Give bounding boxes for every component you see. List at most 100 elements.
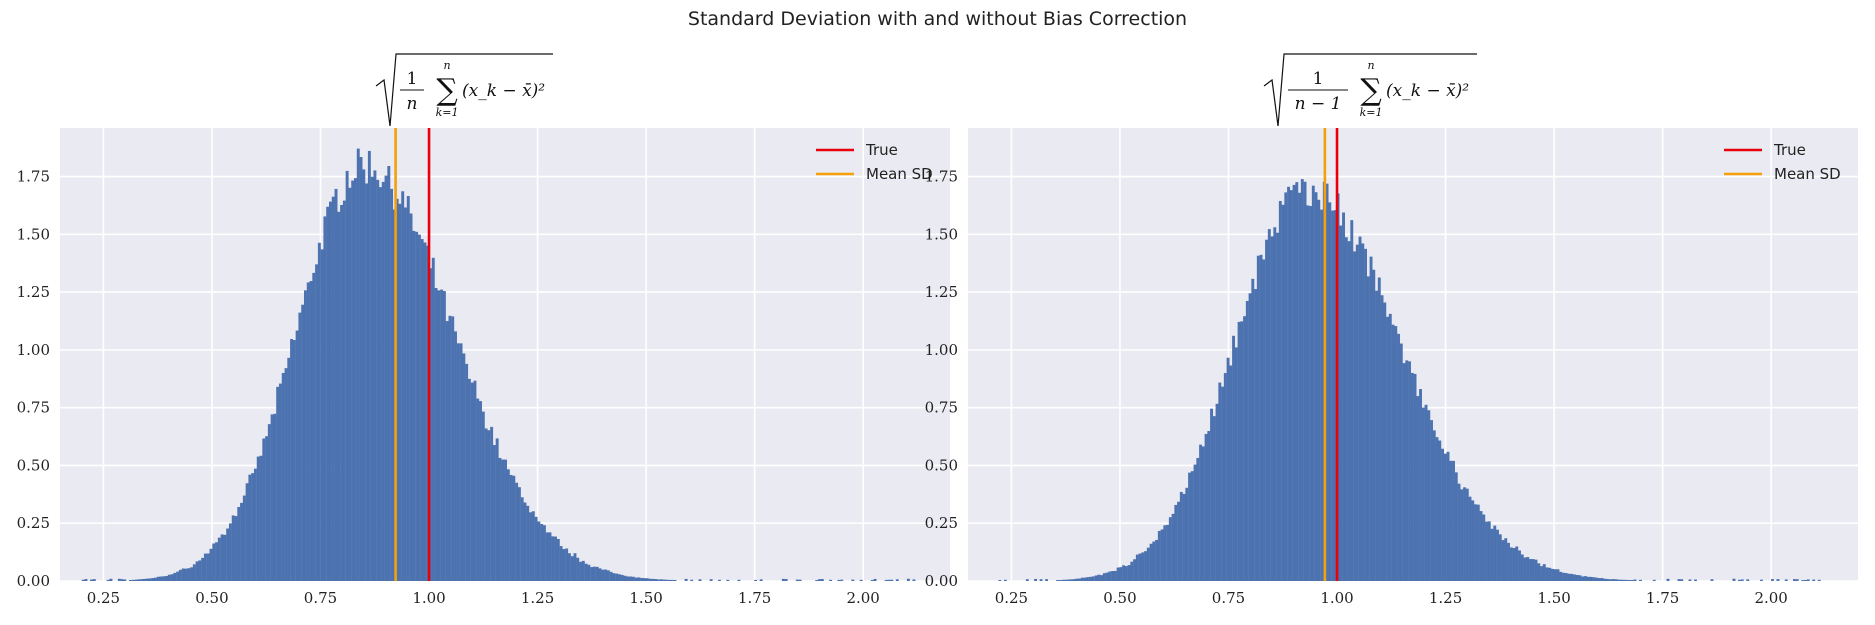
histogram-bar bbox=[1366, 276, 1370, 581]
histogram-bar bbox=[567, 553, 571, 581]
histogram-bar bbox=[698, 579, 702, 581]
x-tick-label: 1.50 bbox=[1537, 589, 1570, 607]
histogram-bar bbox=[1094, 575, 1098, 581]
histogram-bar bbox=[203, 553, 207, 581]
histogram-bar bbox=[1358, 236, 1362, 582]
y-tick-label: 0.50 bbox=[925, 456, 958, 474]
histogram-bar bbox=[1045, 579, 1049, 581]
histogram-bar bbox=[1545, 567, 1549, 581]
histogram-bar bbox=[306, 282, 310, 581]
histogram-bar bbox=[1133, 559, 1137, 581]
histogram-bar bbox=[298, 312, 302, 581]
histogram-bar bbox=[1314, 192, 1318, 582]
histogram-bar bbox=[1179, 491, 1183, 581]
histogram-bar bbox=[1311, 185, 1315, 581]
y-tick-label: 0.25 bbox=[17, 514, 50, 532]
histogram-bar bbox=[1237, 321, 1241, 581]
histogram-bar bbox=[690, 579, 694, 581]
sum-symbol: ∑ bbox=[1360, 73, 1382, 108]
histogram-bar bbox=[606, 570, 610, 581]
histogram-bar bbox=[562, 549, 566, 581]
sum-lower-limit: k=1 bbox=[436, 106, 459, 119]
histogram-bar bbox=[1124, 566, 1128, 581]
y-tick-label: 0.50 bbox=[17, 456, 50, 474]
histogram-bar bbox=[1573, 574, 1576, 581]
x-tick-label: 1.75 bbox=[738, 589, 771, 607]
histogram-bar bbox=[998, 580, 1002, 581]
histogram-bar bbox=[795, 579, 799, 581]
histogram-bar bbox=[1218, 382, 1222, 581]
histogram-bar bbox=[284, 368, 288, 581]
histogram-bar bbox=[1204, 433, 1208, 581]
histogram-bar bbox=[1328, 202, 1332, 581]
histogram-bar bbox=[754, 579, 758, 581]
histogram-bar bbox=[1542, 564, 1546, 581]
histogram-bar bbox=[92, 579, 96, 581]
histogram-bar bbox=[242, 495, 246, 581]
histogram-bar bbox=[1562, 572, 1565, 581]
histogram-bar bbox=[1479, 511, 1483, 581]
histogram-bar bbox=[1320, 209, 1323, 581]
histogram-bar bbox=[1240, 321, 1244, 581]
histogram-bar bbox=[1438, 440, 1442, 581]
histogram-bar bbox=[1600, 578, 1604, 581]
histogram-bar bbox=[431, 257, 435, 581]
histogram-bar bbox=[1292, 184, 1296, 581]
histogram-bar bbox=[540, 523, 544, 581]
histogram-bar bbox=[301, 304, 305, 581]
sum-lower-limit: k=1 bbox=[1360, 106, 1383, 119]
histogram-bar bbox=[1276, 232, 1279, 581]
y-tick-label: 1.00 bbox=[925, 341, 958, 359]
histogram-bar bbox=[1306, 205, 1310, 581]
histogram-bar bbox=[1339, 225, 1343, 581]
x-tick-label: 0.75 bbox=[1212, 589, 1245, 607]
histogram-bar bbox=[354, 178, 357, 581]
histogram-bar bbox=[1166, 524, 1170, 581]
histogram-bar bbox=[473, 380, 477, 581]
histogram-bar bbox=[1243, 316, 1247, 581]
histogram-bar bbox=[534, 516, 538, 581]
histogram-bar bbox=[1523, 557, 1527, 581]
x-tick-label: 1.75 bbox=[1646, 589, 1679, 607]
histogram-bar bbox=[1025, 579, 1029, 581]
histogram-bar bbox=[223, 534, 227, 581]
x-tick-label: 1.50 bbox=[629, 589, 662, 607]
histogram-bar bbox=[1575, 574, 1579, 581]
histogram-bar bbox=[523, 502, 527, 581]
panel-title-formula: 1nn∑k=1(x_k − x̄)² bbox=[375, 53, 554, 127]
histogram-bar bbox=[870, 579, 874, 581]
histogram-bar bbox=[490, 426, 494, 581]
histogram-bar bbox=[1350, 220, 1354, 582]
histogram-bar bbox=[851, 579, 855, 581]
histogram-bar bbox=[554, 536, 557, 581]
histogram-bar bbox=[1526, 557, 1530, 581]
histogram-bar bbox=[409, 213, 413, 582]
chart-panel-2: 0.25 0.50 0.75 1.00 1.25 1.50 1.75 2.00 0.00 0.25… bbox=[925, 53, 1858, 607]
histogram-bar bbox=[442, 291, 446, 581]
histogram-bar bbox=[1212, 416, 1216, 581]
histogram-bar bbox=[551, 536, 555, 581]
histogram-bar bbox=[1740, 579, 1744, 581]
histogram-bar bbox=[148, 578, 152, 581]
histogram-bar bbox=[818, 579, 821, 581]
histogram-bar bbox=[506, 469, 510, 581]
histogram-bar bbox=[1058, 580, 1062, 581]
y-tick-label: 0.00 bbox=[925, 572, 958, 590]
histogram-bar bbox=[1520, 554, 1524, 581]
histogram-bar bbox=[1460, 489, 1464, 581]
legend: True Mean SD bbox=[816, 141, 933, 183]
histogram-bar bbox=[151, 578, 155, 581]
histogram-bar bbox=[759, 579, 763, 581]
histogram-bar bbox=[90, 579, 93, 581]
histogram-bar bbox=[1267, 229, 1271, 581]
histogram-bar bbox=[612, 573, 616, 581]
histogram-bar bbox=[1504, 538, 1508, 581]
histogram-bar bbox=[626, 576, 630, 581]
histogram-bar bbox=[1215, 403, 1219, 581]
histogram-bar bbox=[367, 150, 371, 582]
histogram-bar bbox=[640, 577, 644, 581]
histogram-bar bbox=[717, 579, 721, 581]
histogram-bar bbox=[895, 579, 899, 581]
histogram-bar bbox=[379, 187, 382, 581]
